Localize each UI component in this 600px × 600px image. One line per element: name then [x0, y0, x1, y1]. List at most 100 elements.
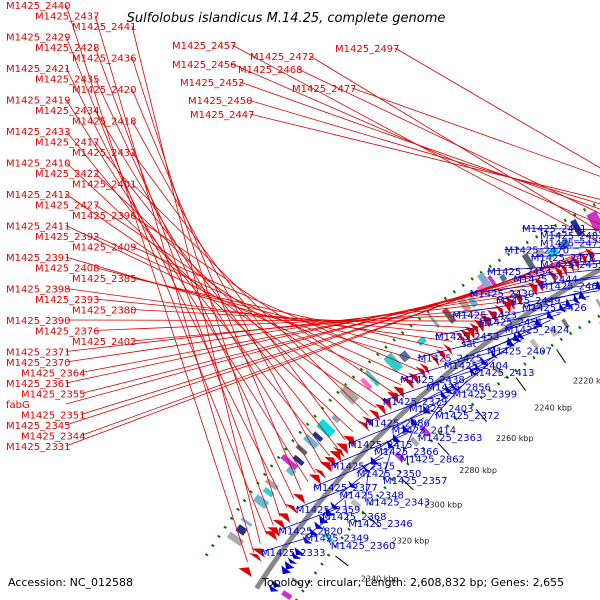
forward-gene-arrow: [284, 503, 298, 514]
forward-gene-arrow: [505, 297, 515, 311]
forward-gene-label: M1425_2345: [6, 421, 71, 432]
reverse-leader-line: [487, 263, 600, 272]
inner-feature-block: [350, 498, 362, 510]
scale-tick: [367, 516, 381, 528]
forward-gene-label: M1425_2398: [6, 285, 71, 296]
reverse-gene-label: M1425_2424: [505, 325, 570, 336]
forward-gene-label: M1425_2411: [6, 222, 71, 233]
gene-labels: M1425_2440M1425_2437M1425_2441M1425_2429…: [6, 1, 600, 559]
forward-gene-label: M1425_2392: [35, 232, 100, 243]
forward-gene-label: M1425_2376: [35, 327, 100, 338]
forward-gene-label: M1425_2418: [72, 117, 137, 128]
map-title: Sulfolobus islandicus M.14.25, complete …: [127, 11, 446, 26]
forward-gene-label: M1425_2371: [6, 348, 71, 359]
forward-gene-label: M1425_2437: [35, 12, 100, 23]
reverse-gene-label: M1425_2426: [522, 303, 587, 314]
forward-gene-label: fabG: [6, 400, 30, 411]
reverse-gene-label: M1425_2430: [470, 289, 535, 300]
reverse-gene-arrow: [490, 349, 498, 360]
forward-leader-line: [65, 319, 479, 322]
reverse-leader-line: [530, 253, 600, 258]
reverse-leader-line: [513, 268, 600, 279]
forward-leader-line: [94, 235, 410, 378]
forward-gene-label: M1425_2380: [72, 306, 137, 317]
reverse-gene-label: M1425_2482: [540, 231, 600, 242]
forward-gene-label: M1425_2452: [180, 78, 245, 89]
reverse-leader-line: [365, 474, 369, 502]
reverse-gene-arrow: [302, 536, 313, 544]
forward-gene-arrow: [480, 314, 491, 328]
scale-tick: [515, 377, 527, 391]
reverse-leader-line: [356, 440, 400, 474]
forward-gene-label: M1425_2447: [190, 110, 255, 121]
reverse-gene-label: M1425_2366: [374, 447, 439, 458]
forward-gene-label: M1425_2450: [188, 96, 253, 107]
forward-gene-arrow: [343, 435, 355, 447]
reverse-leader-line: [304, 517, 331, 538]
reverse-gene-label: M1425_2455: [540, 260, 600, 271]
reverse-leader-line: [339, 465, 376, 495]
reverse-gene-label: M1425_2415: [348, 440, 413, 451]
scale-tick: [556, 349, 566, 364]
scale-tick: [335, 555, 349, 567]
reverse-leader-line: [321, 490, 353, 517]
reverse-leader-line: [461, 313, 561, 344]
forward-gene-arrow: [402, 377, 414, 390]
reverse-leader-line: [260, 534, 317, 553]
forward-gene-label: M1425_2370: [6, 358, 71, 369]
reverse-leader-line: [548, 234, 600, 237]
forward-gene-label: M1425_2410: [6, 159, 71, 170]
feature-block: [302, 433, 320, 450]
forward-gene-arrow: [336, 443, 349, 455]
forward-gene-arrow: [332, 446, 345, 458]
forward-gene-label: M1425_2396: [72, 211, 137, 222]
reverse-leader-line: [322, 526, 332, 545]
forward-leader-line: [231, 63, 600, 225]
reverse-gene-label: M1425_2407: [487, 346, 552, 357]
forward-gene-label: M1425_2427: [35, 201, 100, 212]
forward-gene-label: M1425_2419: [6, 96, 71, 107]
reverse-leader-line: [330, 432, 408, 466]
forward-gene-label: M1425_2441: [72, 22, 137, 33]
forward-leader-line: [131, 246, 418, 371]
forward-leader-line: [131, 120, 323, 465]
forward-leader-line: [351, 87, 600, 177]
scale-tick: [437, 442, 450, 456]
reverse-leader-line: [452, 358, 495, 394]
reverse-leader-line: [400, 345, 513, 380]
forward-gene-label: M1425_2433: [6, 127, 71, 138]
reverse-gene-label: M1425_2359: [296, 505, 361, 516]
forward-leader-line: [131, 307, 497, 342]
inner-feature-block: [493, 365, 503, 376]
reverse-leader-line: [417, 402, 442, 438]
forward-gene-label: M1425_2391: [6, 253, 71, 264]
forward-leader-line: [65, 225, 402, 386]
forward-gene-label: M1425_2468: [238, 65, 303, 76]
reverse-leader-line: [400, 425, 417, 459]
forward-leader-line: [65, 130, 331, 457]
feature-block: [416, 336, 427, 347]
forward-leader-line: [131, 277, 444, 349]
forward-gene-label: M1425_2390: [6, 316, 71, 327]
forward-leader-line: [94, 141, 338, 449]
forward-gene-label: M1425_2420: [72, 85, 137, 96]
forward-gene-arrow: [374, 403, 387, 416]
forward-gene-label: M1425_2497: [335, 44, 400, 55]
forward-gene-label: M1425_2421: [6, 64, 71, 75]
genome-ring-segments: [204, 200, 600, 600]
reverse-gene-arrow: [284, 560, 295, 570]
feature-block: [312, 431, 324, 443]
forward-leader-line: [94, 172, 361, 424]
forward-gene-arrow: [429, 354, 440, 367]
reverse-gene-arrow: [325, 507, 335, 517]
forward-gene-label: M1425_2429: [6, 33, 71, 44]
feature-block: [426, 312, 441, 329]
reverse-leader-line: [452, 290, 600, 315]
reverse-gene-label: M1425_2403: [409, 404, 474, 415]
reverse-gene-label: M1425_2414: [392, 426, 457, 437]
reverse-gene-label: M1425_2438: [400, 375, 465, 386]
forward-gene-label: M1425_2417: [35, 138, 100, 149]
reverse-gene-label: M1425_2386: [365, 418, 430, 429]
reverse-leader-line: [504, 301, 580, 330]
reverse-gene-label: M1425_2423: [452, 310, 517, 321]
